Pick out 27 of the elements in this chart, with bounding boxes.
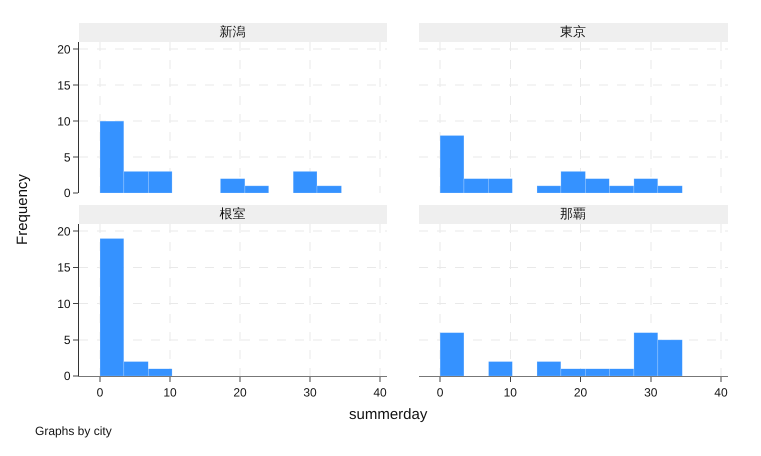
y-tick-label: 0 [64,369,71,384]
x-tick-label: 0 [436,385,444,400]
x-tick-label: 20 [233,385,247,400]
chart-title: 根室 [78,205,387,224]
x-tick-label: 0 [96,385,104,400]
y-tick-label: 5 [64,150,71,164]
chart-title: 東京 [418,23,728,42]
y-tick-label: 10 [56,296,71,311]
chart-title: 新潟 [78,23,387,42]
x-tick-label: 10 [503,385,517,400]
x-tick-label: 10 [163,385,177,400]
text: Graphs by city [35,424,112,438]
x-tick-label: 20 [574,385,588,400]
y-tick-label: 15 [56,78,71,92]
x-tick-label: 40 [373,385,387,400]
x-tick-label: 30 [303,385,317,400]
y-tick-label: 15 [56,260,71,275]
y-tick-label: 20 [56,224,71,238]
x-tick-label: 40 [714,385,728,400]
y-tick-label: 10 [56,114,71,128]
y-tick-label: 20 [56,42,71,56]
x-axis-title: summerday [348,406,428,422]
y-axis-title: Frequency [13,174,30,244]
y-tick-label: 5 [64,333,71,348]
chart-title: 那覇 [418,205,728,224]
x-tick-label: 30 [644,385,658,400]
y-tick-label: 0 [64,186,71,200]
